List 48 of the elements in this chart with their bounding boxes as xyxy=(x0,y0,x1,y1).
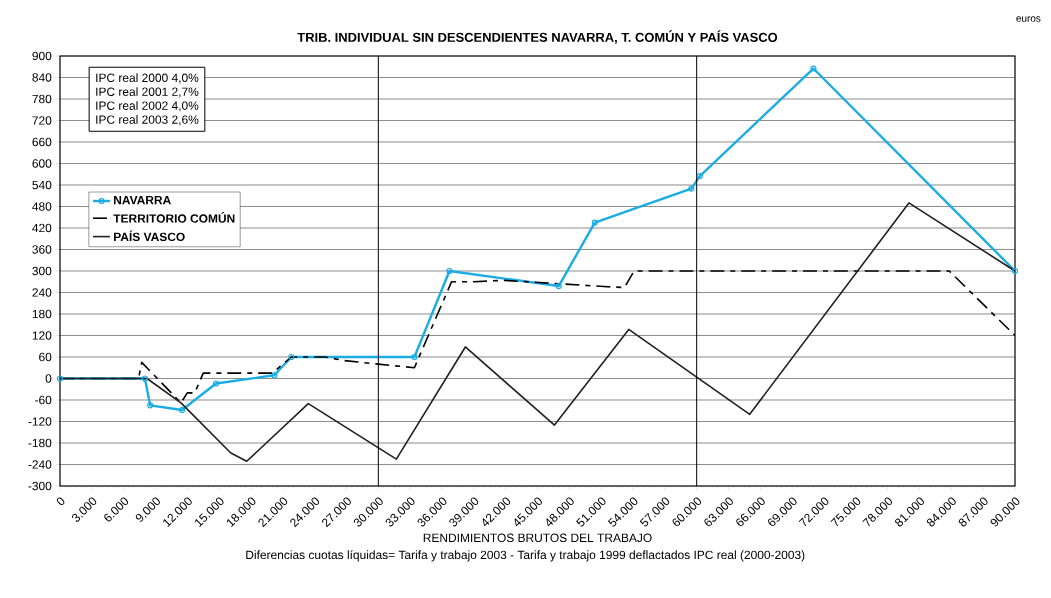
y-tick-label: 720 xyxy=(32,116,52,125)
y-tick-label: 300 xyxy=(32,266,52,276)
y-tick-label: -300 xyxy=(28,481,52,491)
y-tick-label: -120 xyxy=(28,417,52,426)
point xyxy=(1011,267,1019,275)
point xyxy=(411,353,418,361)
y-tick-label: 840 xyxy=(32,73,52,82)
x-tick-label: 0 xyxy=(56,497,65,506)
point xyxy=(688,185,695,192)
point xyxy=(141,375,148,382)
point xyxy=(56,375,64,382)
point xyxy=(288,353,295,361)
point xyxy=(446,267,453,275)
point xyxy=(178,406,186,414)
text: Diferencias cuotas líquidas= Tarifa y trabajo 2003 - Tarifa y trabajo 1999 deflactados IPC real (2000-2003) xyxy=(246,550,805,562)
point xyxy=(810,65,817,72)
point xyxy=(271,372,278,379)
y-tick-label: 900 xyxy=(32,51,52,61)
y-tick-label: 180 xyxy=(32,309,52,319)
point xyxy=(212,380,220,387)
annotation: IPC real 2002 4,0% xyxy=(96,101,199,112)
y-tick-label: 480 xyxy=(32,202,52,211)
y-tick-label: 660 xyxy=(32,137,52,147)
point xyxy=(591,219,598,226)
y-tick-label: 120 xyxy=(32,331,52,340)
text: euros xyxy=(1016,16,1041,22)
legend-label: TERRITORIO COMÚN xyxy=(113,212,235,223)
y-tick-label: 420 xyxy=(32,223,52,233)
legend-label: NAVARRA xyxy=(114,196,171,205)
y-tick-label: 780 xyxy=(32,94,52,104)
y-tick-label: 0 xyxy=(45,374,52,383)
y-tick-label: 240 xyxy=(32,288,52,297)
point xyxy=(147,402,154,409)
y-tick-label: 360 xyxy=(32,245,52,254)
y-tick-label: 540 xyxy=(32,180,52,190)
x-axis-title: RENDIMIENTOS BRUTOS DEL TRABAJO xyxy=(423,533,652,543)
chart-title: TRIB. INDIVIDUAL SIN DESCENDIENTES NAVARRA, T. COMÚN Y PAÍS VASCO xyxy=(297,30,778,44)
point xyxy=(696,172,703,180)
y-tick-label: -180 xyxy=(28,438,52,448)
y-tick-label: -60 xyxy=(35,395,52,405)
y-tick-label: 60 xyxy=(39,352,52,362)
point xyxy=(555,282,562,290)
annotation: IPC real 2000 4,0% xyxy=(96,73,199,84)
y-tick-label: -240 xyxy=(28,460,52,469)
legend-label: PAÍS VASCO xyxy=(114,230,185,242)
annotation: IPC real 2003 2,6% xyxy=(96,115,199,126)
y-tick-label: 600 xyxy=(32,159,52,168)
annotation: IPC real 2001 2,7% xyxy=(96,87,199,98)
